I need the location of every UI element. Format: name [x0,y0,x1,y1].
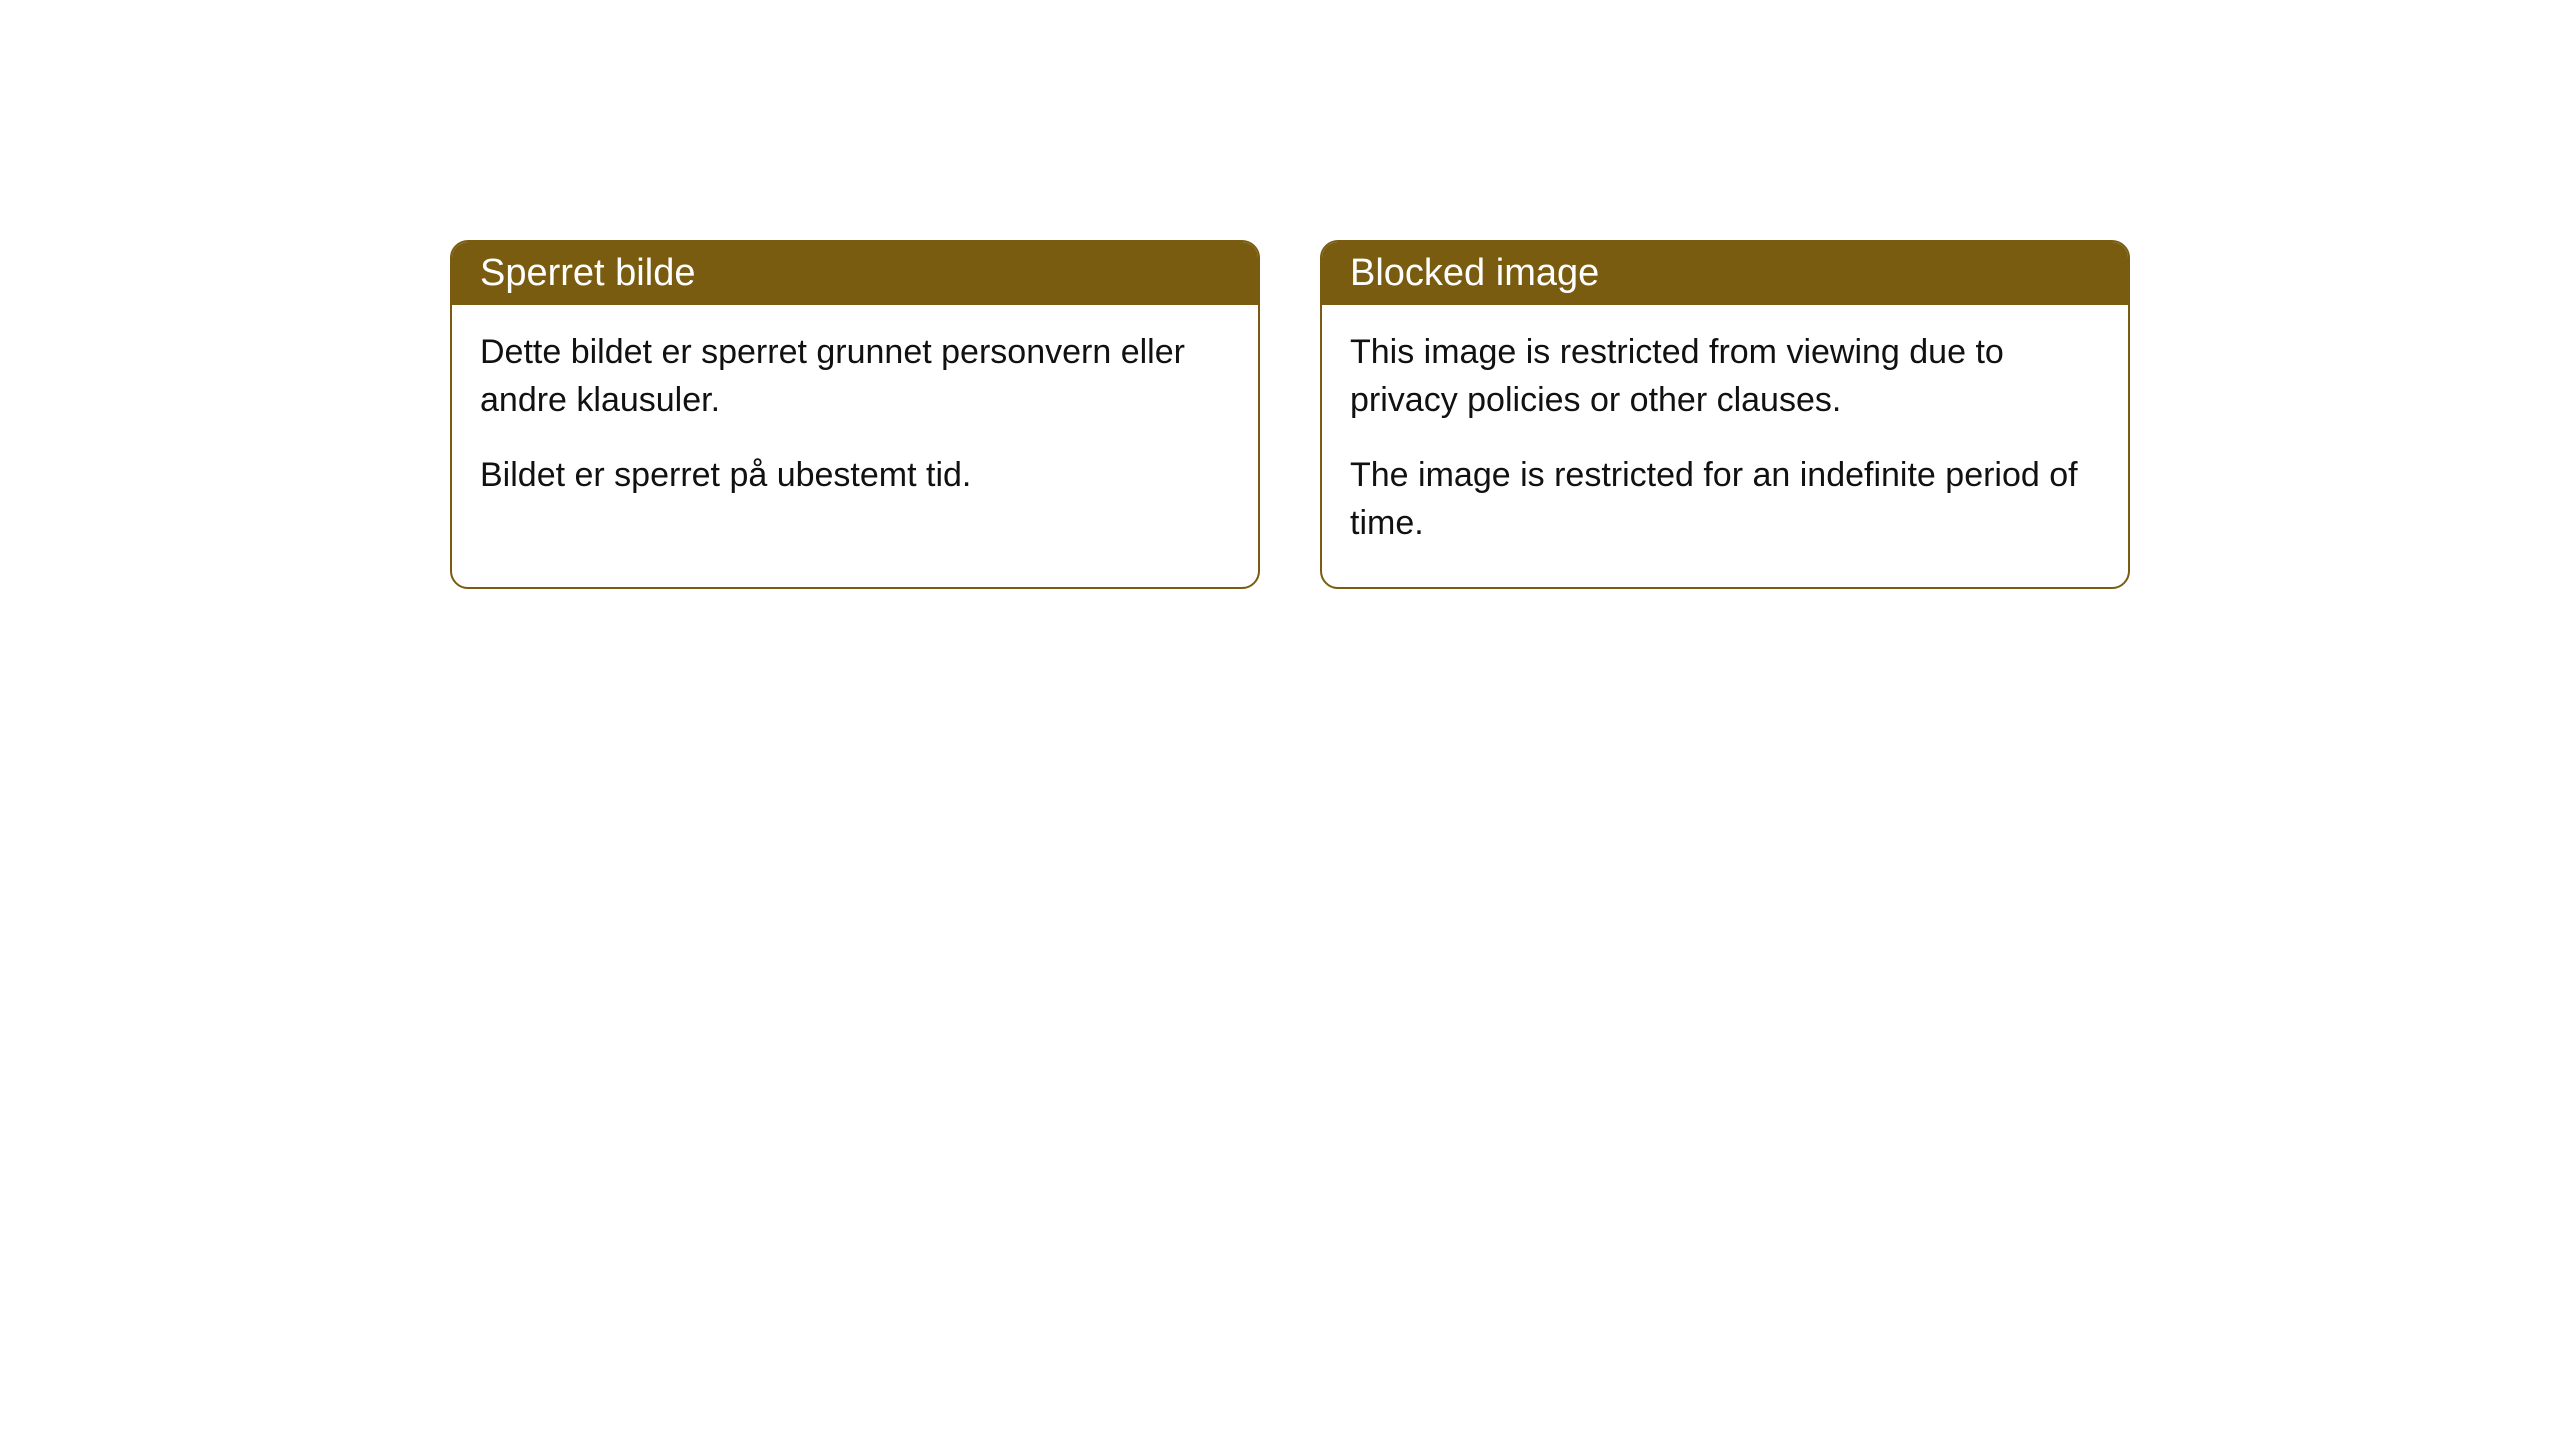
card-header: Sperret bilde [452,242,1258,305]
card-body: This image is restricted from viewing du… [1322,305,2128,587]
card-body: Dette bildet er sperret grunnet personve… [452,305,1258,540]
card-english: Blocked image This image is restricted f… [1320,240,2130,589]
card-paragraph: Bildet er sperret på ubestemt tid. [480,452,1230,500]
card-title: Sperret bilde [480,252,695,294]
card-paragraph: Dette bildet er sperret grunnet personve… [480,329,1230,424]
card-norwegian: Sperret bilde Dette bildet er sperret gr… [450,240,1260,589]
card-paragraph: The image is restricted for an indefinit… [1350,452,2100,547]
card-paragraph: This image is restricted from viewing du… [1350,329,2100,424]
cards-container: Sperret bilde Dette bildet er sperret gr… [450,240,2130,589]
card-header: Blocked image [1322,242,2128,305]
card-title: Blocked image [1350,252,1599,294]
